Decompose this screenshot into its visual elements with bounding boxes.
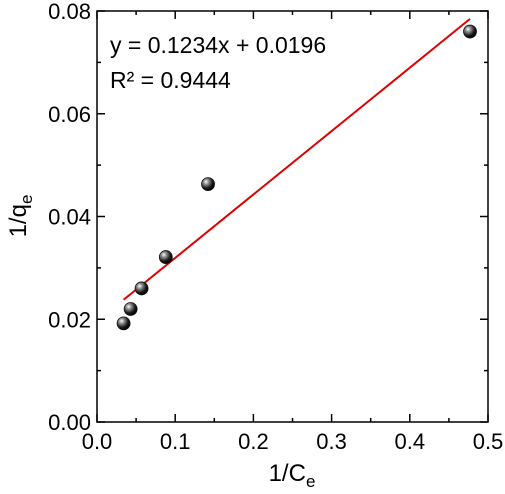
data-point — [134, 281, 149, 296]
y-tick-label: 0.08 — [48, 0, 91, 24]
data-point — [463, 24, 477, 39]
data-point — [123, 302, 138, 316]
x-axis-title: 1/Ce — [269, 460, 316, 491]
r-squared-annotation: R² = 0.9444 — [110, 67, 231, 93]
y-tick-label: 0.04 — [48, 205, 91, 230]
data-point — [158, 250, 173, 264]
x-tick-label: 0.3 — [316, 429, 347, 454]
y-axis-title-sub: e — [17, 195, 36, 204]
x-tick-label: 0.1 — [160, 429, 191, 454]
x-axis-title-main: 1/C — [269, 460, 306, 487]
x-axis-title-sub: e — [306, 472, 315, 491]
x-tick-labels: 0.0 0.1 0.2 0.3 0.4 0.5 — [82, 429, 504, 454]
equation-annotation: y = 0.1234x + 0.0196 — [110, 32, 326, 58]
data-point — [201, 177, 215, 192]
x-tick-label: 0.5 — [473, 429, 504, 454]
y-tick-labels: 0.00 0.02 0.04 0.06 0.08 — [48, 0, 91, 435]
y-axis-title: 1/qe — [5, 195, 36, 238]
y-tick-label: 0.00 — [48, 410, 91, 435]
y-tick-label: 0.06 — [48, 102, 91, 127]
data-point — [116, 316, 131, 331]
data-points — [116, 24, 477, 331]
y-axis-title-main: 1/q — [5, 204, 32, 237]
x-tick-label: 0.0 — [82, 429, 113, 454]
y-tick-label: 0.02 — [48, 307, 91, 332]
x-tick-label: 0.2 — [238, 429, 269, 454]
fit-line — [122, 18, 471, 301]
x-tick-label: 0.4 — [395, 429, 426, 454]
axis-ticks — [96, 10, 489, 423]
